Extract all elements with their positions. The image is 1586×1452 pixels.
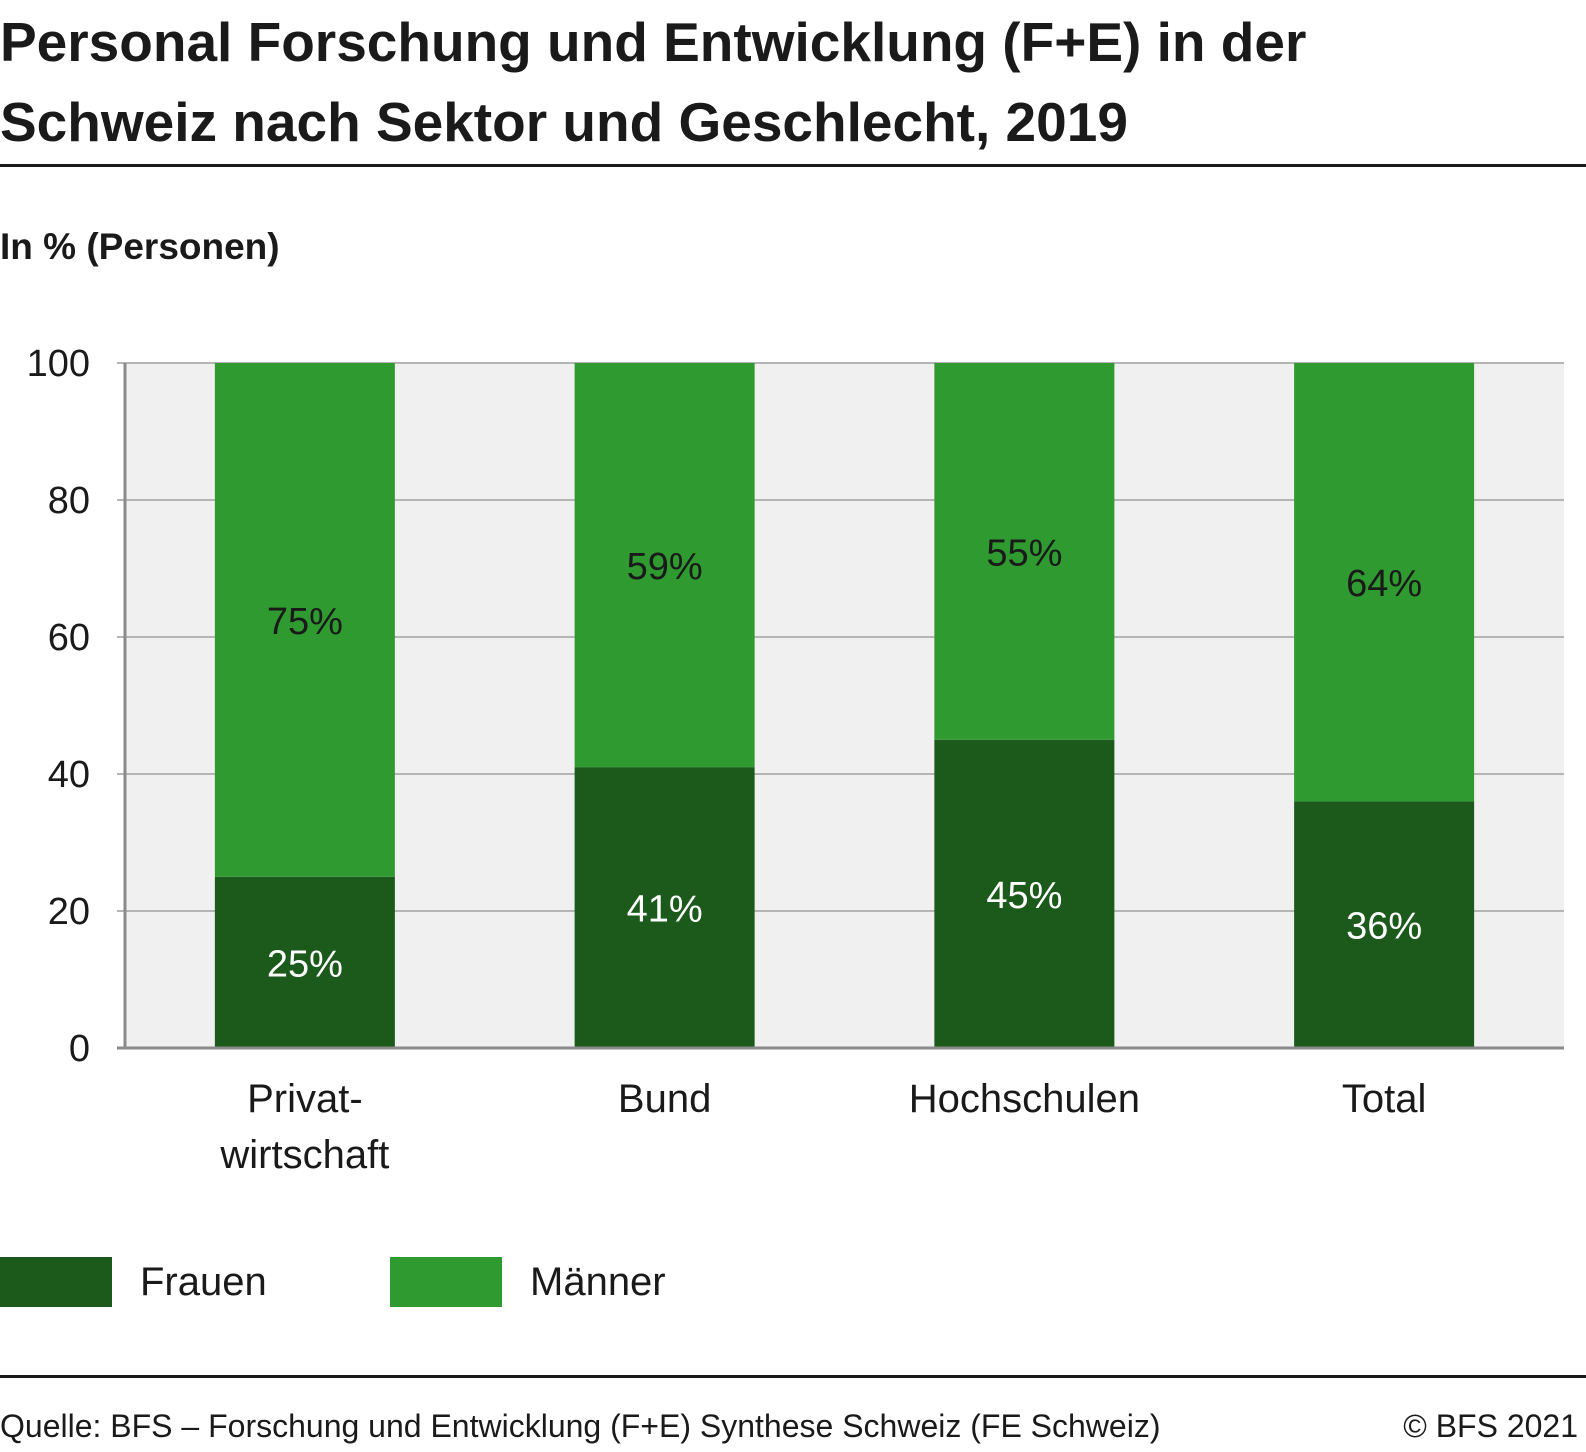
bar-männer-2 xyxy=(934,363,1115,740)
source-note: Quelle: BFS – Forschung und Entwicklung … xyxy=(0,1408,1161,1444)
legend-item-frauen: Frauen xyxy=(0,1256,267,1308)
data-label-frauen-2: 45% xyxy=(986,875,1062,917)
legend-label-maenner: Männer xyxy=(530,1259,666,1304)
bar-männer-0 xyxy=(214,363,395,877)
legend-item-maenner: Männer xyxy=(390,1256,666,1308)
x-axis-categories: Privat-wirtschaft Bund Hochschulen Total xyxy=(219,1077,1426,1177)
data-labels: 25% 75% 41% 59% 45% 55% 36% 64% xyxy=(267,532,1422,985)
bar-frauen-0 xyxy=(214,876,395,1048)
legend-swatch-frauen xyxy=(0,1257,112,1307)
axes xyxy=(117,363,1564,1050)
y-tick-label-100: 100 xyxy=(27,343,90,385)
copyright-note: © BFS 2021 xyxy=(1403,1408,1578,1444)
y-tick-label-80: 80 xyxy=(48,480,90,522)
bars xyxy=(214,363,1475,1048)
bar-frauen-2 xyxy=(934,739,1115,1048)
data-label-männer-3: 64% xyxy=(1346,563,1422,605)
data-label-frauen-1: 41% xyxy=(627,889,703,931)
data-label-männer-2: 55% xyxy=(986,532,1062,574)
bar-männer-1 xyxy=(574,363,755,768)
y-tick-label-40: 40 xyxy=(48,754,90,796)
y-tick-label-0: 0 xyxy=(69,1028,90,1070)
chart-subtitle: In % (Personen) xyxy=(0,226,280,267)
y-tick-label-60: 60 xyxy=(48,617,90,659)
data-label-frauen-0: 25% xyxy=(267,943,343,985)
footer-divider xyxy=(0,1375,1586,1378)
x-category-label-2: Hochschulen xyxy=(909,1077,1140,1121)
y-tick-label-20: 20 xyxy=(48,891,90,933)
data-label-männer-0: 75% xyxy=(267,601,343,643)
bar-männer-3 xyxy=(1294,363,1475,802)
title-divider xyxy=(0,164,1586,167)
chart-title: Personal Forschung und Entwicklung (F+E)… xyxy=(0,11,1307,153)
stacked-bar-chart: 25% 75% 41% 59% 45% 55% 36% 64% 0 20 40 60 80 100 Pr… xyxy=(27,343,1564,1177)
bar-frauen-3 xyxy=(1294,801,1475,1048)
x-category-label-3: Total xyxy=(1342,1077,1427,1121)
data-label-männer-1: 59% xyxy=(627,546,703,588)
y-axis-ticks: 0 20 40 60 80 100 xyxy=(27,343,90,1070)
legend-label-frauen: Frauen xyxy=(140,1259,267,1304)
legend-swatch-maenner xyxy=(390,1257,502,1307)
x-category-label-1: Bund xyxy=(618,1077,711,1121)
x-category-label-0: Privat-wirtschaft xyxy=(219,1077,389,1177)
bar-frauen-1 xyxy=(574,767,755,1048)
data-label-frauen-3: 36% xyxy=(1346,906,1422,948)
